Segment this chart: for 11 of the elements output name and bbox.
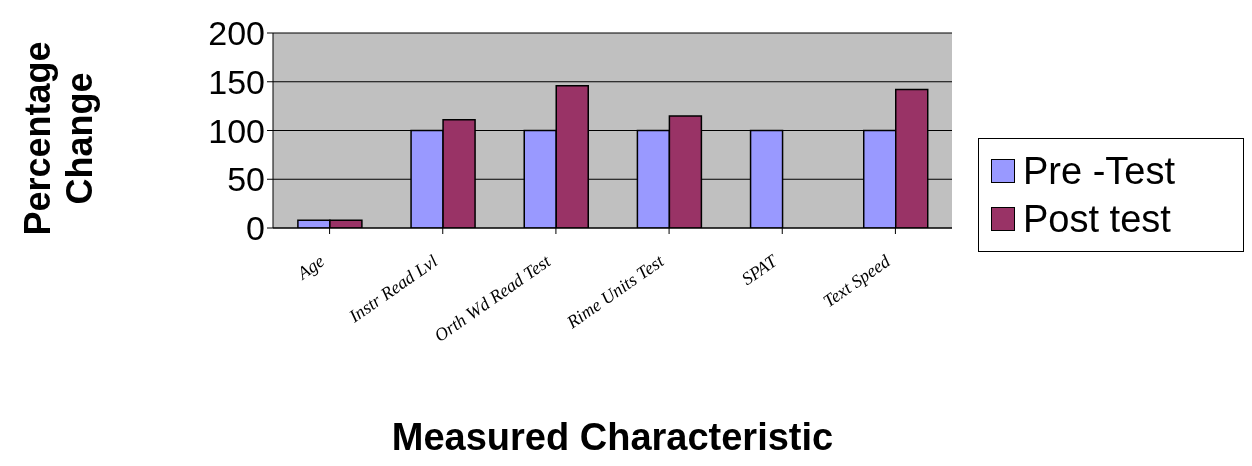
legend-label: Post test xyxy=(1023,197,1171,241)
legend-label: Pre -Test xyxy=(1023,149,1176,193)
x-axis-title: Measured Characteristic xyxy=(391,416,834,458)
x-tick-label: Rime Units Test xyxy=(562,250,669,333)
y-tick-label: 200 xyxy=(208,14,265,53)
x-tick-label: Age xyxy=(292,250,328,284)
y-tick-label: 100 xyxy=(208,111,265,150)
y-axis-title: Percentage Change xyxy=(17,41,100,236)
y-tick-label: 50 xyxy=(227,160,265,199)
y-tick-label: 150 xyxy=(208,62,265,101)
y-tick-label: 0 xyxy=(246,209,265,248)
